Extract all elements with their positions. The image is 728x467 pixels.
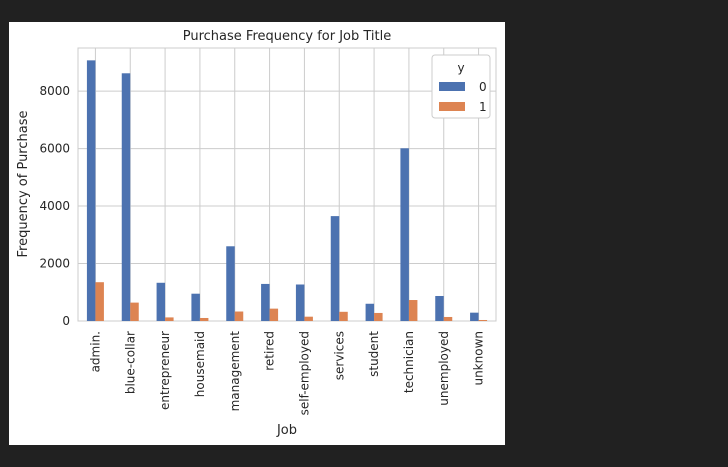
legend-label: 1 xyxy=(479,100,487,114)
bar-series-0 xyxy=(330,216,340,321)
chart-figure: 0 2000 4000 6000 8000 admin. blue-collar entre… xyxy=(9,22,505,445)
x-axis-ticks: admin. blue-collar entrepreneur housemaid ma… xyxy=(88,331,485,416)
x-tick-label: housemaid xyxy=(193,331,207,397)
x-tick-label: blue-collar xyxy=(123,331,137,394)
bar-series-0 xyxy=(435,295,444,321)
bar-series-0 xyxy=(226,246,235,321)
x-tick-label: self-employed xyxy=(297,331,311,415)
y-tick-label: 4000 xyxy=(39,199,70,213)
legend-swatch xyxy=(439,82,465,91)
bar-chart: 0 2000 4000 6000 8000 admin. blue-collar entre… xyxy=(16,29,497,438)
y-axis-label: Frequency of Purchase xyxy=(16,111,31,258)
y-tick-label: 2000 xyxy=(39,257,70,271)
bar-series-0 xyxy=(191,293,200,321)
x-tick-label: technician xyxy=(402,331,416,393)
x-tick-label: management xyxy=(228,331,242,412)
bar-series-0 xyxy=(86,60,96,321)
bar-series-1 xyxy=(234,311,244,321)
x-tick-label: student xyxy=(367,331,381,377)
bar-series-1 xyxy=(478,319,488,321)
x-tick-label: entrepreneur xyxy=(158,331,172,410)
bar-series-1 xyxy=(95,282,104,321)
bar-series-1 xyxy=(304,316,313,321)
bars xyxy=(86,60,488,321)
bar-series-1 xyxy=(339,311,348,321)
y-tick-label: 0 xyxy=(62,314,70,328)
bar-series-0 xyxy=(121,73,131,321)
plot-area xyxy=(77,47,497,322)
legend-swatch xyxy=(439,102,465,111)
bar-series-0 xyxy=(365,303,375,321)
bar-series-1 xyxy=(443,316,453,321)
x-tick-label: unknown xyxy=(472,331,486,386)
bar-series-0 xyxy=(295,284,305,321)
bar-series-1 xyxy=(269,308,279,321)
bar-series-1 xyxy=(374,312,383,321)
y-tick-label: 8000 xyxy=(39,84,70,98)
x-axis-label: Job xyxy=(276,423,297,438)
bar-series-0 xyxy=(261,283,270,321)
bar-series-1 xyxy=(408,300,418,321)
x-tick-label: admin. xyxy=(88,331,102,372)
legend: y 01 xyxy=(431,54,491,119)
x-tick-label: retired xyxy=(263,331,277,371)
bar-series-1 xyxy=(130,302,139,321)
legend-label: 0 xyxy=(479,80,487,94)
x-tick-label: unemployed xyxy=(437,331,451,406)
y-axis-ticks: 0 2000 4000 6000 8000 xyxy=(39,84,70,328)
chart-title: Purchase Frequency for Job Title xyxy=(183,29,392,44)
bar-series-0 xyxy=(400,148,409,321)
bar-series-1 xyxy=(165,317,174,321)
bar-series-0 xyxy=(470,312,479,321)
bar-series-1 xyxy=(199,317,209,321)
legend-title: y xyxy=(457,61,464,75)
x-tick-label: services xyxy=(332,331,346,380)
y-tick-label: 6000 xyxy=(39,142,70,156)
bar-series-0 xyxy=(156,282,166,321)
legend-entries: 01 xyxy=(439,80,487,114)
